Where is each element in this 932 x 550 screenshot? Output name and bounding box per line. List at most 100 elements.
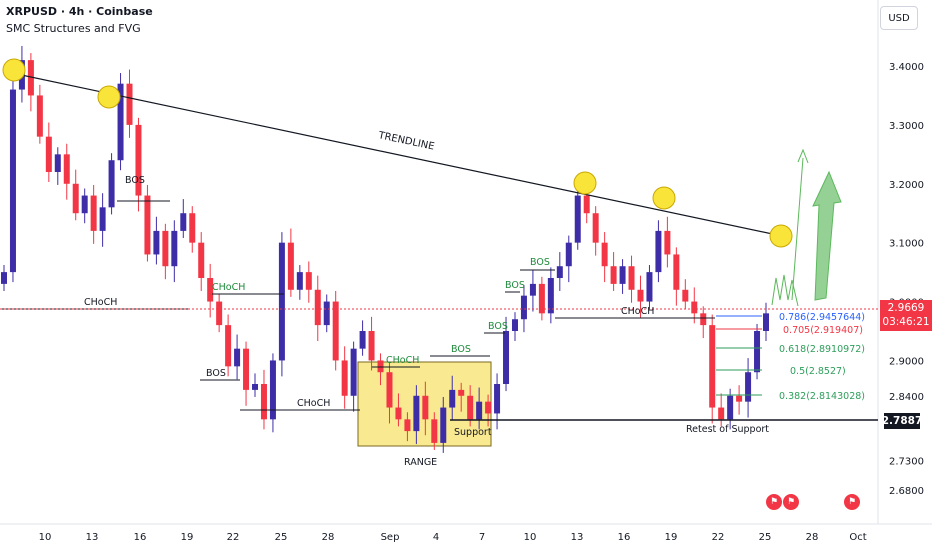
candle-body [117, 83, 124, 161]
candle-body [45, 136, 52, 172]
candle-body [673, 254, 680, 290]
candle-body [314, 289, 321, 326]
candle-body [216, 301, 223, 326]
us-flag-event-icon[interactable]: ⚑ [782, 493, 800, 511]
candle-body [180, 213, 187, 231]
choch-label: CHoCH [212, 282, 245, 293]
indicator-name: SMC Structures and FVG [6, 22, 141, 35]
candle-body [1, 272, 7, 284]
candle-body [341, 360, 348, 396]
candle-body [449, 389, 456, 408]
bos-label: BOS [206, 368, 226, 379]
y-tick-label: 3.1000 [889, 239, 924, 250]
x-tick-label: 4 [433, 532, 439, 543]
symbol-title: XRPUSD · 4h · Coinbase [6, 5, 153, 18]
y-tick-label: 3.3000 [889, 121, 924, 132]
candle-body [664, 230, 671, 255]
x-tick-label: 19 [665, 532, 678, 543]
candle-body [520, 295, 527, 320]
bos-label: BOS [488, 321, 508, 332]
candle-body [655, 230, 662, 273]
candle-body [646, 272, 653, 302]
candle-body [628, 266, 635, 290]
fvg-label: FVG [713, 264, 732, 275]
candle-body [377, 360, 384, 373]
candle-body [36, 95, 43, 137]
candle-body [153, 230, 160, 255]
candle-body [467, 395, 474, 420]
currency-button[interactable]: USD [880, 6, 918, 30]
candle-body [189, 213, 196, 243]
y-tick-label: 3.4000 [889, 62, 924, 73]
candle-body [476, 401, 483, 420]
candle-body [108, 160, 115, 208]
us-flag-event-icon[interactable]: ⚑ [843, 493, 861, 511]
candle-body [162, 230, 169, 267]
candle-body [368, 331, 375, 361]
us-flag-event-icon[interactable]: ⚑ [765, 493, 783, 511]
candle-body [413, 395, 420, 432]
last-price-tag: 2.9669 03:46:21 [880, 300, 932, 331]
candle-body [81, 195, 88, 214]
candle-body [269, 360, 276, 420]
choch-label: CHoCH [621, 306, 654, 317]
candle-body [637, 289, 644, 302]
bar-countdown: 03:46:21 [882, 316, 930, 328]
choch-label: CHoCH [297, 398, 330, 409]
x-tick-label: 16 [618, 532, 631, 543]
candle-body [386, 372, 393, 408]
candle-body [171, 230, 178, 267]
x-tick-label: Oct [849, 532, 866, 543]
support-price-tag: 2.7887 [881, 413, 923, 429]
range-label: RANGE [404, 457, 437, 468]
candle-body [395, 407, 402, 420]
candle-body [592, 213, 599, 243]
candle-body [234, 348, 241, 367]
candle-body [126, 83, 133, 125]
candle-body [440, 407, 447, 443]
y-tick-label: 2.7300 [889, 457, 924, 468]
candle-body [72, 183, 79, 214]
x-tick-label: 13 [86, 532, 99, 543]
trendline-touch-marker [652, 186, 676, 210]
candle-body [305, 272, 312, 290]
candle-body [565, 242, 572, 267]
candle-body [198, 242, 205, 278]
candle-body [503, 331, 510, 384]
candle-body [727, 395, 734, 420]
x-tick-label: 13 [571, 532, 584, 543]
fib-level-label: 0.5(2.8527) [790, 366, 846, 377]
x-tick-label: 22 [227, 532, 240, 543]
fib-level-label: 0.705(2.919407) [783, 325, 863, 336]
candle-body [431, 419, 438, 443]
fib-level-label: 0.382(2.8143028) [779, 391, 865, 402]
x-tick-label: 25 [275, 532, 288, 543]
projection-line [791, 157, 804, 301]
candle-body [538, 283, 545, 314]
candle-body [736, 395, 743, 402]
trendline-touch-marker [573, 171, 597, 195]
x-tick-label: 22 [712, 532, 725, 543]
y-tick-label: 2.8400 [889, 392, 924, 403]
candle-body [529, 283, 536, 296]
trendline [11, 72, 783, 237]
candle-body [135, 124, 142, 196]
bullish-projection-arrow [812, 170, 842, 301]
candle-body [458, 389, 465, 396]
candle-body [350, 348, 357, 396]
candle-body [54, 154, 61, 172]
candle-body [754, 331, 761, 373]
candle-body [207, 278, 214, 302]
candle-body [359, 331, 366, 349]
candle-body [556, 266, 563, 278]
trendline-touch-marker [97, 85, 121, 109]
retest-label: Retest of Support [686, 424, 769, 435]
candle-body [323, 301, 330, 326]
candle-body [485, 401, 492, 414]
candle-body [252, 384, 259, 390]
candle-body [494, 384, 501, 414]
candle-body [243, 348, 250, 390]
x-tick-label: 10 [524, 532, 537, 543]
